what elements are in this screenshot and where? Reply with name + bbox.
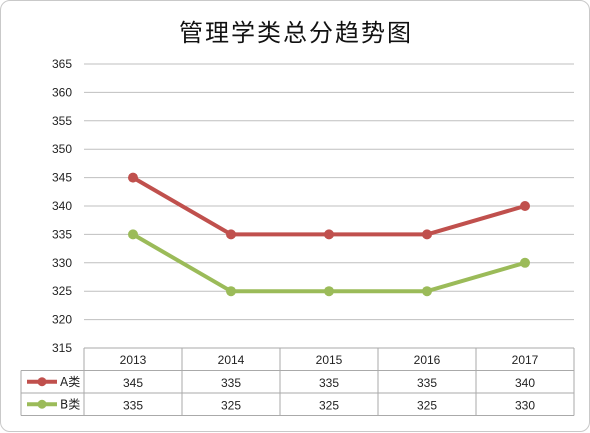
data-table-value: 340	[515, 376, 535, 390]
legend-key-marker	[37, 377, 47, 387]
y-tick-label: 360	[52, 85, 72, 99]
data-point	[226, 229, 236, 240]
data-point	[324, 229, 334, 240]
legend-key-marker	[37, 399, 47, 409]
x-category-label: 2014	[218, 353, 245, 367]
x-category-label: 2016	[414, 353, 441, 367]
series-lines	[128, 172, 530, 297]
data-table: 2013 2014 2015 2016 2017 A类 345 335 335 335 340 B类 3…	[20, 347, 575, 416]
data-table-value: 325	[221, 398, 241, 412]
data-table-value: 325	[417, 398, 437, 412]
y-tick-label: 315	[52, 341, 72, 355]
chart-title: 管理学类总分趋势图	[179, 19, 413, 47]
data-table-value: 335	[319, 376, 339, 390]
y-tick-label: 355	[52, 114, 72, 128]
data-point	[128, 229, 138, 240]
legend-label: B类	[60, 397, 80, 411]
data-point	[128, 172, 138, 183]
legend-label: A类	[60, 375, 80, 389]
y-tick-label: 330	[52, 256, 72, 270]
data-table-value: 335	[221, 376, 241, 390]
y-tick-label: 325	[52, 284, 72, 298]
y-tick-label: 350	[52, 142, 72, 156]
data-point	[324, 286, 334, 297]
data-point	[226, 286, 236, 297]
data-table-value: 345	[123, 376, 143, 390]
x-category-label: 2013	[120, 353, 147, 367]
x-category-label: 2015	[316, 353, 343, 367]
y-tick-label: 320	[52, 313, 72, 327]
y-tick-label: 340	[52, 199, 72, 213]
y-tick-label: 365	[52, 57, 72, 71]
data-table-value: 335	[417, 376, 437, 390]
y-tick-label: 335	[52, 227, 72, 241]
data-table-value: 325	[319, 398, 339, 412]
data-point	[422, 229, 432, 240]
data-table-value: 330	[515, 398, 535, 412]
data-point	[520, 201, 530, 211]
y-axis-ticks: 315 320 325 330 335 340 345 350 355 360 365	[52, 57, 72, 355]
x-category-label: 2017	[512, 353, 539, 367]
data-point	[422, 286, 432, 297]
y-tick-label: 345	[52, 171, 72, 185]
data-point	[520, 257, 530, 268]
data-table-value: 335	[123, 398, 143, 412]
